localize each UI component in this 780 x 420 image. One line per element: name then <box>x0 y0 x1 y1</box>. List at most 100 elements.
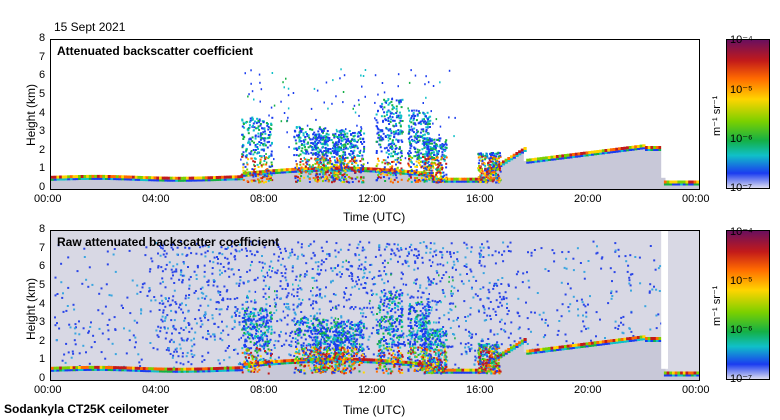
bl-top <box>169 367 173 371</box>
cloud-pixel <box>399 124 402 127</box>
noise-pixel <box>370 263 373 266</box>
cloud-pixel <box>487 179 489 182</box>
bl-fill <box>199 369 207 380</box>
cloud-pixel <box>318 127 321 130</box>
bl-edge <box>604 152 608 154</box>
cloud-pixel <box>318 179 321 182</box>
cloud-pixel <box>395 130 397 133</box>
echo-pixel <box>396 110 398 113</box>
cloud-pixel <box>349 145 351 148</box>
bl-edge <box>145 179 149 182</box>
noise-pixel <box>401 263 404 266</box>
bl-fill <box>138 177 146 189</box>
cloud-pixel <box>350 133 352 136</box>
cloud-pixel <box>270 163 273 166</box>
echo-pixel <box>453 135 455 138</box>
noise-pixel <box>470 246 473 249</box>
cloud-pixel <box>496 179 499 182</box>
bl-fill <box>476 179 484 189</box>
bl-edge <box>56 369 60 372</box>
noise-pixel <box>175 302 178 305</box>
bl-fill <box>145 369 153 380</box>
noise-pixel <box>161 302 164 305</box>
bl-top <box>123 175 128 179</box>
bl-top <box>126 366 130 370</box>
noise-pixel <box>587 303 589 306</box>
noise-pixel <box>376 329 378 332</box>
echo-pixel <box>259 100 261 103</box>
cloud-pixel <box>397 152 400 155</box>
noise-pixel <box>190 363 193 366</box>
noise-pixel <box>363 272 366 275</box>
cloud-pixel <box>408 171 411 174</box>
bl-top <box>59 366 63 370</box>
noise-pixel <box>579 262 582 264</box>
cloud-pixel <box>392 160 395 163</box>
cloud-pixel <box>445 162 448 165</box>
noise-pixel <box>194 331 197 334</box>
cloud-pixel <box>430 147 433 150</box>
noise-pixel <box>506 307 508 309</box>
bl-top <box>164 176 168 180</box>
noise-pixel <box>179 362 182 365</box>
bl-top <box>72 175 76 179</box>
cloud-pixel <box>295 142 298 145</box>
cloud-pixel <box>300 144 303 146</box>
cloud-pixel <box>359 129 362 132</box>
bl-top <box>628 146 632 149</box>
noise-pixel <box>328 253 331 256</box>
echo-pixel <box>250 69 252 72</box>
cloud-pixel <box>343 167 346 170</box>
noise-pixel <box>175 268 178 271</box>
cloud-pixel <box>294 170 297 173</box>
noise-pixel <box>343 292 346 295</box>
noise-pixel <box>404 259 407 262</box>
echo-pixel <box>244 72 246 75</box>
noise-pixel <box>263 347 265 350</box>
cloud-pixel <box>427 145 430 148</box>
noise-pixel <box>465 320 467 322</box>
noise-pixel <box>387 357 390 359</box>
noise-pixel <box>450 345 453 348</box>
noise-pixel <box>413 254 416 257</box>
noise-pixel <box>280 297 282 300</box>
noise-pixel <box>293 355 296 357</box>
cloud-pixel <box>488 159 491 162</box>
noise-pixel <box>83 256 86 258</box>
cloud-pixel <box>377 170 380 173</box>
noise-pixel <box>522 272 525 275</box>
bl-top <box>669 180 673 184</box>
cloud-pixel <box>310 151 313 154</box>
cloud-pixel <box>479 168 482 171</box>
cloud-pixel <box>332 147 335 150</box>
noise-pixel <box>195 278 198 280</box>
noise-pixel <box>430 309 433 312</box>
noise-pixel <box>159 245 161 247</box>
noise-pixel <box>128 249 131 252</box>
noise-pixel <box>150 299 153 302</box>
noise-pixel <box>366 306 369 309</box>
noise-pixel <box>231 240 234 243</box>
cloud-pixel <box>252 168 255 171</box>
noise-pixel <box>437 301 440 304</box>
cloud-pixel <box>496 158 499 160</box>
noise-pixel <box>273 312 276 314</box>
cloud-pixel <box>350 138 353 141</box>
echo-pixel <box>430 110 432 113</box>
cloud-pixel <box>425 180 428 183</box>
bl-edge <box>329 169 333 172</box>
noise-pixel <box>470 347 473 350</box>
noise-pixel <box>383 248 386 251</box>
noise-pixel <box>521 281 524 284</box>
cloud-pixel <box>262 121 265 124</box>
noise-pixel <box>152 347 155 350</box>
cloud-pixel <box>389 128 392 131</box>
echo-pixel <box>389 162 391 165</box>
cloud-pixel <box>251 136 254 139</box>
echo-pixel <box>397 73 400 76</box>
noise-pixel <box>417 254 420 257</box>
noise-pixel <box>78 352 81 355</box>
cloud-pixel <box>390 155 392 158</box>
noise-pixel <box>482 304 485 307</box>
noise-pixel <box>372 326 375 329</box>
